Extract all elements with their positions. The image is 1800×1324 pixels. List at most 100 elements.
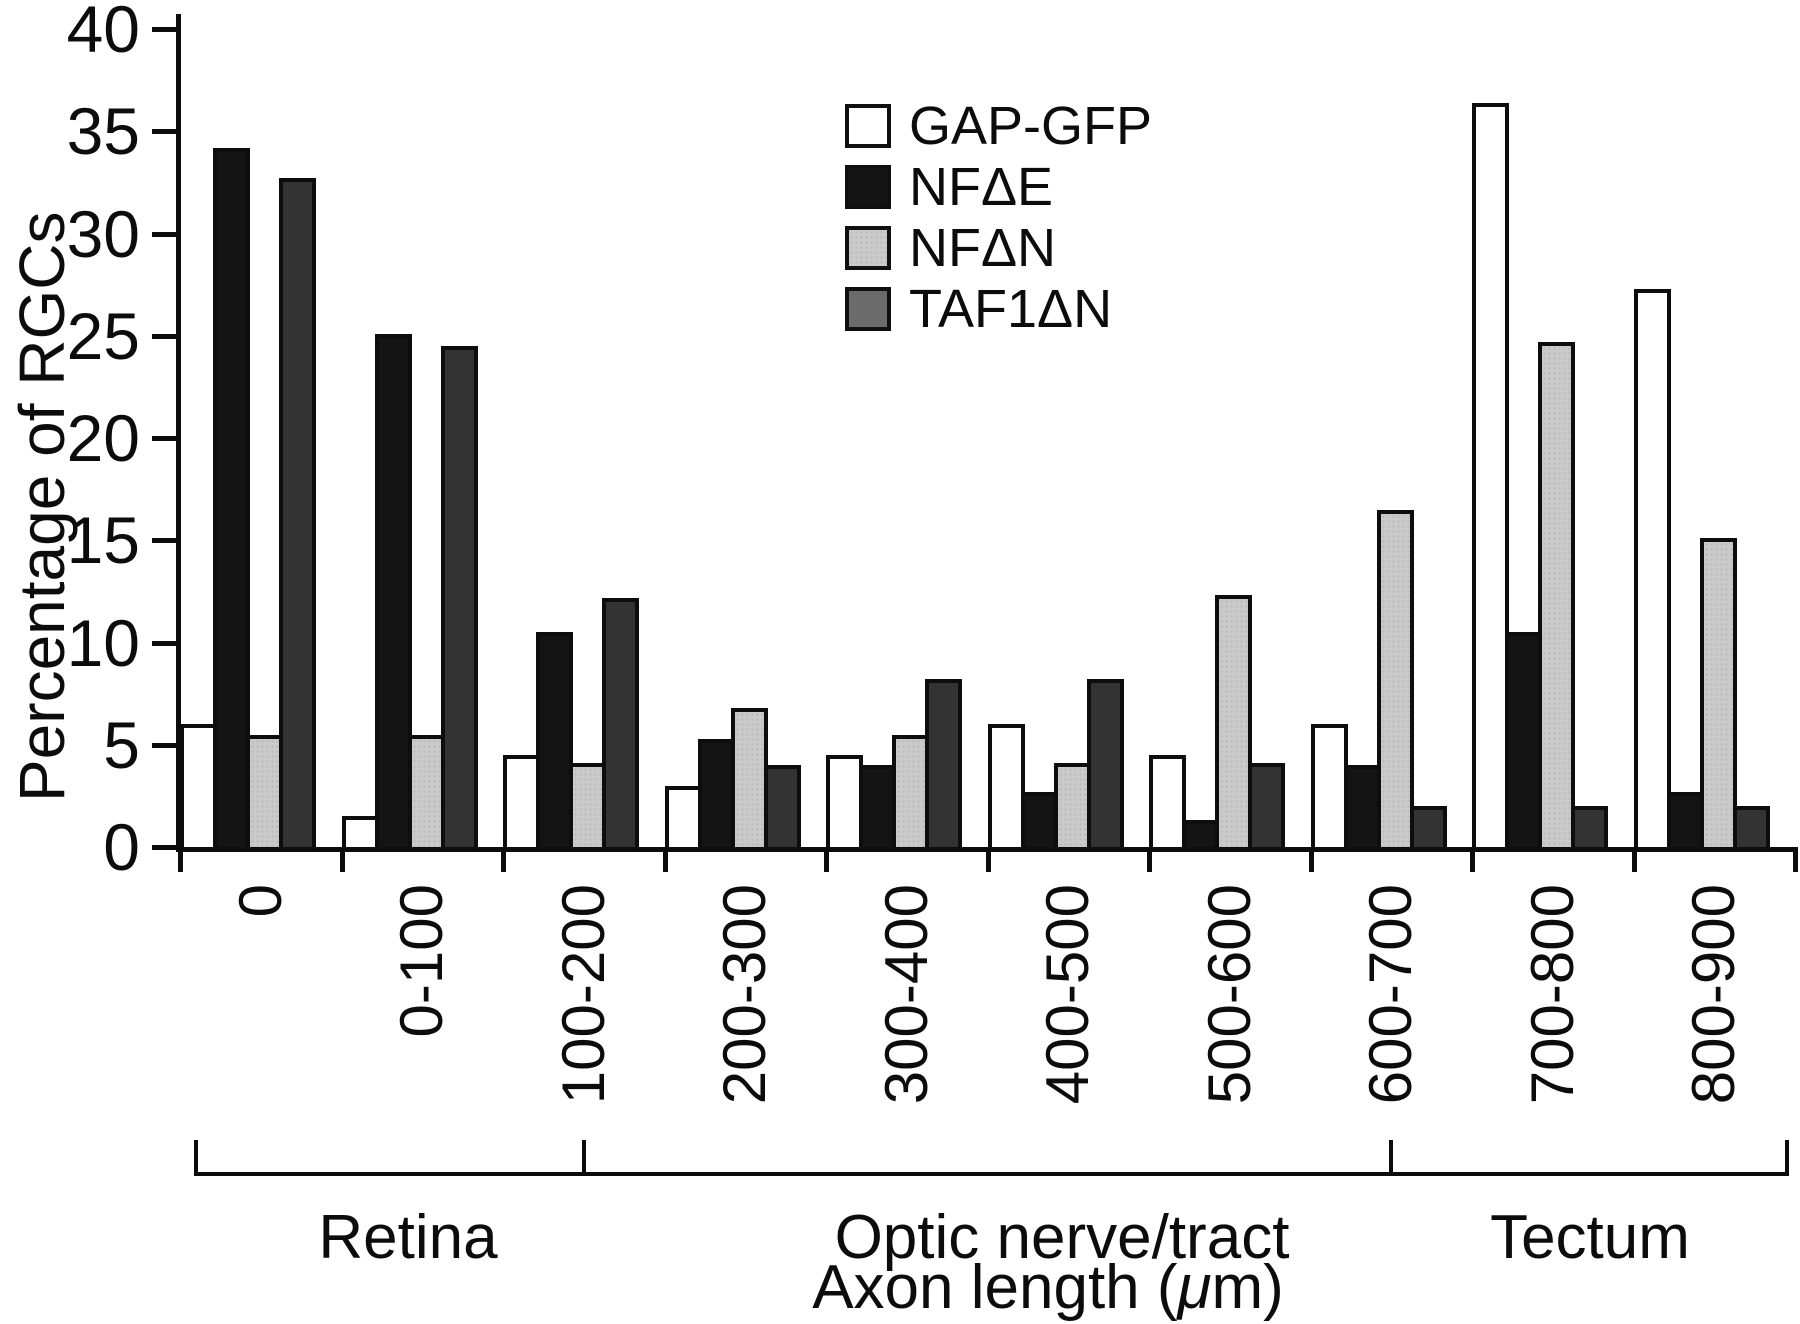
x-tick	[1147, 850, 1152, 872]
x-tick	[1470, 850, 1475, 872]
bar-series2-cat5	[1054, 763, 1091, 851]
y-tick	[152, 845, 180, 850]
bar-series1-cat2	[536, 632, 573, 851]
bar-series1-cat4	[859, 765, 896, 851]
legend-label-taf1dn: TAF1ΔN	[909, 279, 1113, 339]
bar-series2-cat6	[1215, 595, 1252, 851]
y-tick	[152, 436, 180, 441]
x-axis-title-pre: Axon length (	[812, 1253, 1178, 1322]
legend-swatch-taf1dn	[845, 287, 891, 331]
x-tick	[663, 850, 668, 872]
bar-series1-cat5	[1021, 792, 1058, 851]
bar-series0-cat3	[665, 786, 702, 851]
y-tick-label: 35	[66, 94, 140, 168]
x-category-label: 600-700	[1357, 884, 1424, 1105]
x-axis-title: Axon length (μm)	[812, 1256, 1284, 1320]
y-tick	[152, 538, 180, 543]
x-tick	[1309, 850, 1314, 872]
legend-label-gap-gfp: GAP-GFP	[909, 96, 1153, 156]
region-bracket-line	[196, 1172, 1789, 1176]
bar-series2-cat2	[569, 763, 606, 851]
y-tick-label: 0	[103, 810, 140, 884]
bar-series0-cat8	[1472, 103, 1509, 851]
bar-series3-cat4	[925, 679, 962, 851]
region-label-0: Retina	[318, 1203, 498, 1272]
bar-series3-cat1	[441, 346, 478, 851]
legend-swatch-nfde	[845, 165, 891, 209]
x-category-label: 400-500	[1034, 884, 1101, 1105]
y-tick-label: 40	[66, 0, 140, 66]
legend-item-nfdn: NFΔN	[845, 221, 1152, 275]
x-category-label: 800-900	[1680, 884, 1747, 1105]
region-bracket-tick	[194, 1140, 198, 1176]
y-tick	[152, 743, 180, 748]
bar-series2-cat0	[246, 735, 283, 851]
y-tick-label: 25	[66, 299, 140, 373]
bar-series3-cat7	[1410, 806, 1447, 851]
x-category-label: 0-100	[388, 884, 455, 1038]
bar-series3-cat6	[1248, 763, 1285, 851]
bar-series1-cat3	[698, 739, 735, 851]
bar-series0-cat6	[1149, 755, 1186, 851]
bar-series3-cat0	[279, 178, 316, 851]
bar-series2-cat8	[1538, 342, 1575, 851]
region-bracket-tick	[1389, 1140, 1393, 1176]
legend-label-nfdn: NFΔN	[909, 218, 1057, 278]
bar-series2-cat9	[1700, 538, 1737, 851]
x-tick	[824, 850, 829, 872]
y-tick	[152, 129, 180, 134]
legend: GAP-GFP NFΔE NFΔN TAF1ΔN	[845, 99, 1152, 348]
x-category-label: 500-600	[1196, 884, 1263, 1105]
y-axis-title: Percentage of RGCs	[6, 211, 78, 803]
bar-series1-cat6	[1182, 820, 1219, 851]
legend-item-nfde: NFΔE	[845, 160, 1152, 214]
x-category-label: 0	[227, 884, 294, 918]
x-category-label: 700-800	[1519, 884, 1586, 1105]
region-bracket-tick	[582, 1140, 586, 1176]
bar-series0-cat4	[826, 755, 863, 851]
legend-swatch-gap-gfp	[845, 104, 891, 148]
y-tick	[152, 334, 180, 339]
bar-series2-cat1	[408, 735, 445, 851]
bar-series1-cat8	[1505, 632, 1542, 851]
bar-series1-cat9	[1667, 792, 1704, 851]
legend-label-nfde: NFΔE	[909, 157, 1054, 217]
bar-series2-cat4	[892, 735, 929, 851]
bar-series1-cat0	[213, 148, 250, 851]
x-tick	[1632, 850, 1637, 872]
x-category-label: 300-400	[873, 884, 940, 1105]
bar-series0-cat9	[1634, 289, 1671, 851]
x-tick	[986, 850, 991, 872]
x-tick	[178, 850, 183, 872]
bar-series0-cat0	[180, 724, 217, 851]
y-tick-label: 15	[66, 503, 140, 577]
bar-series0-cat5	[988, 724, 1025, 851]
y-tick-label: 30	[66, 197, 140, 271]
x-axis-title-post: m)	[1211, 1253, 1284, 1322]
bar-series1-cat1	[375, 334, 412, 851]
region-label-2: Tectum	[1490, 1203, 1690, 1272]
region-bracket-tick	[1785, 1140, 1789, 1176]
y-tick-label: 20	[66, 401, 140, 475]
x-tick	[340, 850, 345, 872]
legend-item-gap-gfp: GAP-GFP	[845, 99, 1152, 153]
x-tick	[1793, 850, 1798, 872]
x-axis-line	[176, 847, 1798, 852]
y-axis-line	[176, 14, 181, 852]
bar-series2-cat7	[1377, 510, 1414, 851]
bar-series0-cat1	[342, 816, 379, 851]
bar-series3-cat9	[1733, 806, 1770, 851]
legend-swatch-nfdn	[845, 226, 891, 270]
y-tick-label: 5	[103, 708, 140, 782]
bar-series2-cat3	[731, 708, 768, 851]
x-axis-title-mu: μ	[1177, 1253, 1212, 1322]
bar-series0-cat7	[1311, 724, 1348, 851]
x-tick	[501, 850, 506, 872]
region-label-1: Optic nerve/tract	[834, 1203, 1290, 1272]
bar-series0-cat2	[503, 755, 540, 851]
y-tick	[152, 641, 180, 646]
legend-item-taf1dn: TAF1ΔN	[845, 282, 1152, 336]
y-tick	[152, 27, 180, 32]
y-tick-label: 10	[66, 606, 140, 680]
